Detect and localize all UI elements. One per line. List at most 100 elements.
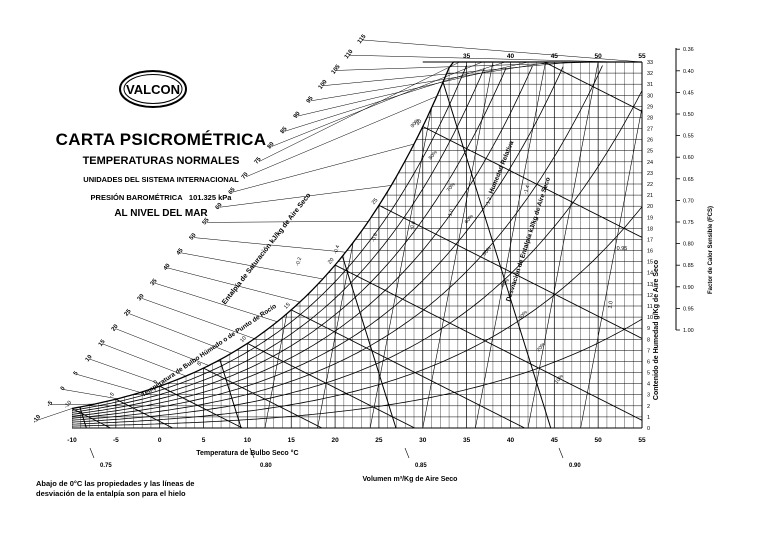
enthalpy-guide [310,61,551,102]
y-tick-label: 27 [647,127,653,133]
shf-tick-label: 0.85 [683,263,694,269]
saturation-tick-label: 20 [327,257,336,266]
enthalpy-tick-label: 15 [98,338,107,347]
y-tick-label: 17 [647,237,653,243]
x-tick-label: 20 [331,437,339,444]
shf-tick-label: 0.36 [683,47,694,53]
enthalpy-tick-label: 10 [85,354,94,363]
x-tick-label: 40 [507,437,515,444]
rh-curve-label: 90% [410,117,421,129]
y-tick-label: 18 [647,226,653,232]
volume-leader [558,447,564,459]
y-tick-label: 16 [647,249,653,255]
x-tick-label: -5 [113,437,119,444]
deviation-line [580,62,642,428]
top-tick-label: 50 [595,53,603,60]
wetbulb-line [422,126,642,349]
enthalpy-guide [206,221,369,223]
enthalpy-guide [362,39,643,63]
enthalpy-tick-label: 5 [73,370,80,377]
y-tick-label: 13 [647,282,653,288]
volume-tick-label: 0.75 [100,463,112,469]
wetbulb-line [203,367,323,428]
enthalpy-guide [349,54,620,63]
y-tick-label: 15 [647,260,653,266]
enthalpy-tick-label: 70 [241,171,250,180]
y-tick-label: 3 [647,393,650,399]
enthalpy-tick-label: 50 [189,232,198,241]
top-tick-label: 40 [507,53,515,60]
y-tick-label: 14 [647,271,653,277]
saturation-tick-label: 15 [283,302,292,311]
rh-curve-label: 80% [428,149,439,161]
pressure-line: PRESIÓN BAROMÉTRICA 101.325 kPa [48,193,274,202]
rh-curve-label: 20% [536,341,547,353]
y-tick-label: 32 [647,71,653,77]
enthalpy-guide [115,328,209,366]
enthalpy-guide [323,61,574,86]
x-tick-label: -10 [67,437,77,444]
volume-tick-label: 0.80 [260,463,272,469]
enthalpy-guide [154,282,278,322]
x-axis-label: Temperatura de Bulbo Seco °C [196,449,298,457]
y-tick-label: 4 [647,382,650,388]
enthalpy-guide [128,313,232,354]
deviation-line [422,62,494,428]
enthalpy-guide [63,389,118,400]
enthalpy-tick-label: 25 [124,308,133,317]
rh-curve-label: 40% [500,277,511,289]
x-tick-label: 15 [288,437,296,444]
rh-curve [72,65,603,421]
shf-tick-label: 0.70 [683,198,694,204]
y-tick-label: 11 [647,304,653,310]
y-tick-label: 6 [647,359,650,365]
saturation-tick-label: 10 [239,335,248,344]
volume-line [126,62,242,428]
y-tick-label: 10 [647,315,653,321]
ice-footnote: Abajo de 0°C las propiedades y las línea… [36,479,195,498]
y-tick-label: 7 [647,348,650,354]
enthalpy-tick-label: 80 [267,141,276,150]
y-tick-label: 9 [647,326,650,332]
enthalpy-guide [141,298,255,339]
deviation-tick-label: -0.6 [371,232,379,242]
y-tick-label: 20 [647,204,653,210]
volume-leader [404,447,410,459]
rh-curve [72,66,564,419]
x-tick-label: 5 [202,437,206,444]
x-tick-label: 30 [419,437,427,444]
wetbulb-line [378,204,642,428]
rh-curve-label: 30% [518,309,529,321]
shf-tick-label: 0.60 [683,155,694,161]
enthalpy-tick-label: 105 [331,63,342,75]
y-tick-label: 30 [647,93,653,99]
enthalpy-guides [37,39,643,421]
deviation-tick-label: -0.4 [333,244,341,254]
enthalpy-tick-label: 0 [60,385,67,392]
y-tick-label: 0 [647,426,650,432]
y-tick-label: 26 [647,138,653,144]
shf-tick-label: 0.45 [683,90,694,96]
shf-tick-label: 0.55 [683,134,694,140]
y-tick-label: 19 [647,215,653,221]
shf-tick-label: 0.90 [683,285,694,291]
y-tick-label: 33 [647,60,653,66]
enthalpy-tick-label: 20 [111,323,120,332]
x-tick-label: 45 [551,437,559,444]
y-tick-label: 28 [647,115,653,121]
shf-tick-label: 1.00 [683,328,694,334]
deviation-line [369,62,441,428]
unit-system: UNIDADES DEL SISTEMA INTERNACIONAL [83,175,239,184]
y-tick-label: 24 [647,160,653,166]
enthalpy-guide [284,61,506,132]
volume-leader [249,447,255,459]
enthalpy-guide [336,61,597,71]
enthalpy-guide [232,143,415,193]
y-tick-label: 29 [647,104,653,110]
saturation-tick-label: 30 [415,119,424,128]
deviation-tick-label: -1.0 [447,208,455,218]
deviation-line [527,62,599,428]
enthalpy-tick-label: 100 [318,79,329,91]
deviation-tick-label: -1.2 [485,196,493,206]
enthalpy-tick-label: 75 [254,156,263,165]
